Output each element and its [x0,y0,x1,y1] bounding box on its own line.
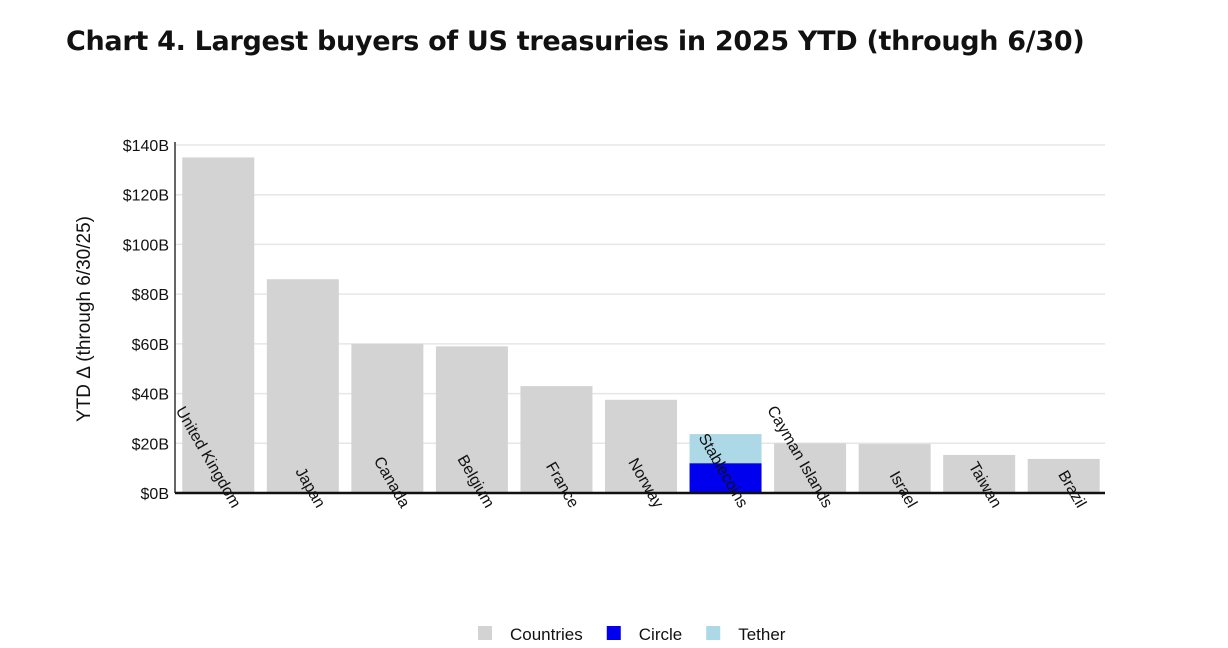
bar-countries [520,386,593,493]
y-tick-label: $60B [132,337,169,354]
bar-countries [266,279,339,493]
chart-title: Chart 4. Largest buyers of US treasuries… [66,26,1085,57]
legend-swatch-countries [478,626,492,640]
y-axis-label: YTD Δ (through 6/30/25) [74,216,95,422]
bar-countries [351,343,424,493]
y-tick-label: $120B [123,188,169,205]
bar-countries [943,454,1016,493]
bar-circle [689,463,762,493]
y-tick-label: $80B [132,287,169,304]
bar-countries [182,157,255,493]
legend-swatch-circle [606,626,621,640]
bar-tether [689,434,762,464]
y-tick-label: $100B [123,237,169,254]
y-tick-label: $140B [123,138,169,155]
bar-countries [1027,458,1100,493]
y-tick-label: $40B [132,387,169,404]
legend-label-circle: Circle [639,625,682,644]
bar-countries [605,399,677,493]
y-tick-label: $20B [132,436,169,453]
legend-swatch-tether [706,626,721,640]
y-tick-label: $0B [141,486,169,503]
bar-countries [435,346,508,493]
legend-label-countries: Countries [510,625,583,644]
bar-countries [774,443,847,493]
bar-countries [858,444,931,493]
legend-label-tether: Tether [738,625,786,644]
